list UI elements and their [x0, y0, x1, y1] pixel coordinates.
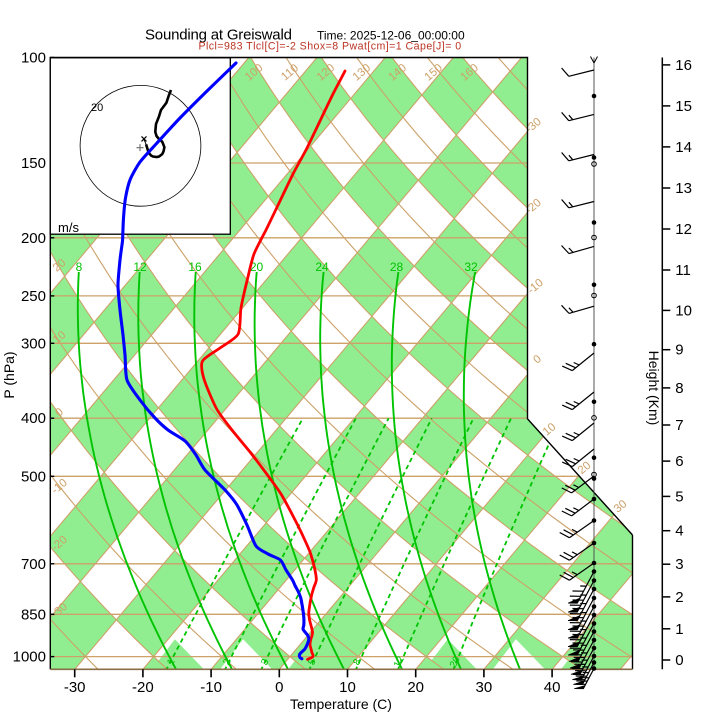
svg-text:2: 2 [221, 657, 234, 667]
svg-text:6: 6 [675, 453, 683, 470]
svg-text:0: 0 [275, 679, 283, 696]
svg-text:20: 20 [91, 102, 103, 114]
svg-text:m/s: m/s [58, 220, 79, 235]
svg-text:4: 4 [675, 523, 683, 540]
svg-text:P (hPa): P (hPa) [1, 351, 17, 398]
svg-text:150: 150 [21, 155, 46, 172]
svg-text:8: 8 [76, 260, 83, 274]
svg-text:5: 5 [306, 657, 319, 667]
svg-text:8: 8 [675, 380, 683, 397]
svg-text:2: 2 [675, 589, 683, 606]
svg-text:7: 7 [675, 417, 683, 434]
svg-text:Sounding at Greiswald: Sounding at Greiswald [145, 27, 292, 44]
svg-text:Temperature (C): Temperature (C) [290, 696, 392, 712]
svg-text:28: 28 [390, 260, 404, 274]
svg-text:13: 13 [675, 180, 692, 197]
svg-text:20: 20 [448, 654, 463, 669]
svg-text:32: 32 [464, 260, 478, 274]
svg-text:40: 40 [544, 679, 561, 696]
svg-text:11: 11 [675, 262, 691, 279]
svg-text:-20: -20 [132, 679, 154, 696]
svg-text:400: 400 [21, 410, 46, 427]
svg-text:20: 20 [250, 260, 264, 274]
svg-text:Height (Km): Height (Km) [646, 351, 662, 426]
svg-text:200: 200 [21, 230, 46, 247]
svg-text:15: 15 [675, 98, 692, 115]
svg-text:Plcl=983 Tlcl[C]=-2 Shox=8 Pwa: Plcl=983 Tlcl[C]=-2 Shox=8 Pwat[cm]=1 Ca… [198, 41, 461, 53]
svg-text:250: 250 [21, 288, 46, 305]
svg-text:100: 100 [21, 50, 46, 67]
svg-text:30: 30 [476, 679, 493, 696]
svg-text:20: 20 [407, 679, 424, 696]
svg-text:0: 0 [675, 652, 683, 669]
svg-text:3: 3 [675, 556, 683, 573]
svg-text:700: 700 [21, 556, 46, 573]
svg-text:24: 24 [315, 260, 329, 274]
svg-text:850: 850 [21, 606, 46, 623]
svg-text:12: 12 [133, 260, 147, 274]
svg-text:16: 16 [188, 260, 202, 274]
svg-text:Time: 2025-12-06_00:00:00: Time: 2025-12-06_00:00:00 [317, 29, 465, 43]
svg-text:1000: 1000 [13, 649, 46, 666]
svg-text:12: 12 [392, 654, 407, 669]
svg-text:3: 3 [259, 657, 272, 667]
svg-text:-10: -10 [200, 679, 222, 696]
svg-text:10: 10 [675, 302, 692, 319]
svg-text:300: 300 [21, 335, 46, 352]
svg-text:1: 1 [675, 621, 683, 638]
svg-text:8: 8 [351, 657, 364, 667]
svg-text:5: 5 [675, 488, 683, 505]
svg-text:-30: -30 [64, 679, 86, 696]
svg-text:500: 500 [21, 468, 46, 485]
svg-text:16: 16 [675, 57, 692, 74]
svg-text:12: 12 [675, 221, 692, 238]
svg-text:10: 10 [339, 679, 356, 696]
svg-text:1: 1 [165, 657, 178, 667]
svg-text:14: 14 [675, 139, 692, 156]
svg-text:9: 9 [675, 342, 683, 359]
